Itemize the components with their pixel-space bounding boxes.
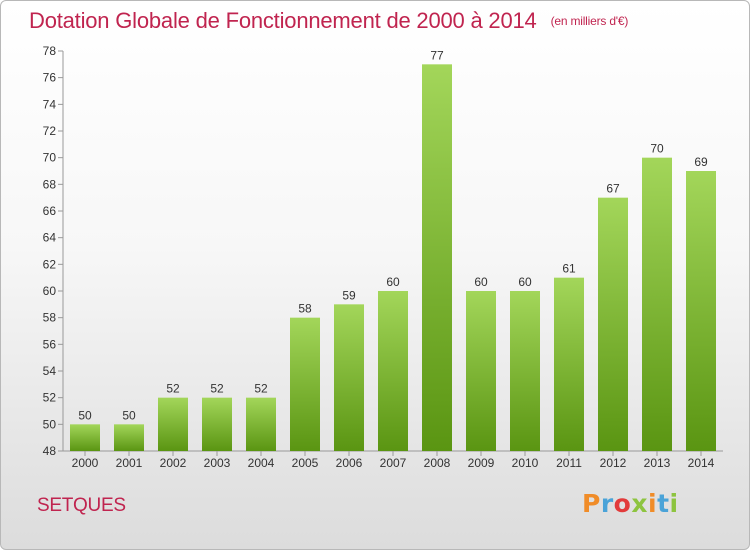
commune-name: SETQUES [37, 495, 126, 516]
x-tick-label: 2004 [248, 456, 275, 470]
data-label: 67 [606, 182, 620, 196]
y-tick-label: 50 [43, 417, 57, 431]
x-tick-label: 2009 [468, 456, 495, 470]
bar [686, 171, 716, 451]
x-tick-label: 2005 [292, 456, 319, 470]
y-tick-label: 54 [43, 364, 57, 378]
data-label: 52 [210, 382, 224, 396]
logo-letter: i [669, 489, 679, 518]
y-tick-label: 60 [43, 284, 57, 298]
y-tick-label: 76 [43, 71, 57, 85]
chart-title-main: Dotation Globale de Fonctionnement de 20… [29, 8, 537, 33]
data-label: 70 [650, 142, 664, 156]
x-tick-label: 2003 [204, 456, 231, 470]
logo-letter: r [600, 489, 614, 518]
chart-title: Dotation Globale de Fonctionnement de 20… [29, 8, 628, 34]
x-tick-label: 2002 [160, 456, 187, 470]
data-label: 52 [166, 382, 180, 396]
x-tick-label: 2011 [556, 456, 582, 470]
chart-title-unit: (en milliers d'€) [550, 14, 629, 28]
x-tick-label: 2006 [336, 456, 363, 470]
bar [598, 197, 628, 451]
bar [642, 157, 672, 451]
logo-letter: t [657, 489, 670, 518]
x-tick-label: 2007 [380, 456, 407, 470]
bar [510, 291, 540, 451]
x-tick-label: 2014 [688, 456, 715, 470]
data-label: 58 [298, 302, 312, 316]
axes: 48 50 52 54 56 58 60 62 64 66 68 70 72 74 76 78 2000 2001… [43, 44, 723, 470]
data-label: 60 [386, 275, 400, 289]
x-tick-label: 2000 [72, 456, 99, 470]
data-label: 69 [694, 155, 708, 169]
bar [202, 397, 232, 451]
x-tick-label: 2012 [600, 456, 627, 470]
logo-letter: o [613, 489, 632, 518]
data-label: 52 [254, 382, 268, 396]
y-tick-label: 64 [43, 231, 57, 245]
y-tick-label: 58 [43, 311, 57, 325]
x-tick-label: 2001 [116, 456, 143, 470]
x-tick-label: 2010 [512, 456, 539, 470]
bar [70, 424, 100, 451]
y-tick-label: 62 [43, 257, 57, 271]
y-tick-label: 68 [43, 177, 57, 191]
y-tick-label: 52 [43, 391, 57, 405]
y-tick-label: 74 [43, 97, 57, 111]
bar [334, 304, 364, 451]
data-label: 59 [342, 288, 356, 302]
logo-letter: x [631, 489, 648, 518]
bar [158, 397, 188, 451]
data-label: 77 [430, 48, 444, 62]
data-label: 50 [122, 408, 136, 422]
logo-letter: P [582, 489, 601, 518]
data-label: 50 [78, 408, 92, 422]
y-tick-label: 56 [43, 337, 57, 351]
bar [290, 317, 320, 451]
y-tick-label: 72 [43, 124, 57, 138]
bar [554, 277, 584, 451]
y-tick-label: 78 [43, 44, 57, 58]
y-tick-label: 48 [43, 444, 57, 458]
data-label: 60 [518, 275, 532, 289]
data-label: 61 [562, 262, 576, 276]
bar [114, 424, 144, 451]
logo-letter: i [648, 489, 658, 518]
x-tick-label: 2013 [644, 456, 671, 470]
bars: 50 50 52 52 52 58 59 60 77 60 60 61 67 70 69 [70, 48, 716, 452]
y-tick-label: 66 [43, 204, 57, 218]
x-tick-label: 2008 [424, 456, 451, 470]
bar [422, 64, 452, 452]
proxiti-logo: Proxiti [582, 489, 679, 518]
data-label: 60 [474, 275, 488, 289]
bar [466, 291, 496, 451]
y-tick-label: 70 [43, 151, 57, 165]
bar [378, 291, 408, 451]
bar [246, 397, 276, 451]
